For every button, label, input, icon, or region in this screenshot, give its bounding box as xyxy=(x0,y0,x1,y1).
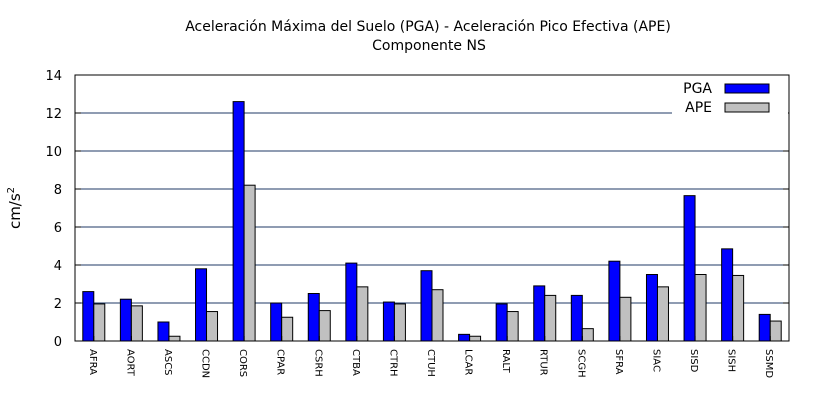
bar-ape-ccdn xyxy=(206,311,219,342)
legend: PGA APE xyxy=(672,76,788,118)
bar-pga-ctrh xyxy=(382,301,395,342)
bars xyxy=(82,101,782,342)
y-axis-label-exponent: 2 xyxy=(6,187,17,193)
bar-pga-cors xyxy=(232,101,245,342)
bar-ape-lcar xyxy=(469,335,482,342)
y-tick-label: 14 xyxy=(45,69,62,84)
y-tick-label: 10 xyxy=(45,145,62,160)
bar-ape-aort xyxy=(130,305,143,342)
bar-ape-csrh xyxy=(318,310,331,342)
x-tick-label: LCAR xyxy=(463,349,474,375)
bar-pga-ctba xyxy=(345,262,358,342)
x-tick-label: CPAR xyxy=(275,349,286,375)
bar-ape-siac xyxy=(656,286,669,342)
x-tick-label: CORS xyxy=(237,349,248,377)
bar-ape-scgh xyxy=(581,328,594,342)
x-tick-label: ASCS xyxy=(162,349,173,376)
x-tick-label: RTUR xyxy=(538,349,549,376)
bar-ape-afra xyxy=(93,303,106,342)
x-tick-label: SIAC xyxy=(650,349,661,372)
bar-pga-ctuh xyxy=(420,270,433,342)
bar-ape-ctrh xyxy=(393,303,406,342)
y-axis-label: cm/s2 xyxy=(6,187,24,229)
y-tick-label: 4 xyxy=(54,259,62,274)
bar-pga-afra xyxy=(82,291,95,342)
bar-pga-sisd xyxy=(683,195,696,342)
bar-pga-csrh xyxy=(307,293,320,342)
y-axis-ticks: 0 2 4 6 8 10 12 14 xyxy=(45,69,789,350)
x-tick-label: SCGH xyxy=(575,349,586,378)
y-tick-label: 0 xyxy=(54,335,62,350)
x-tick-label: CTRH xyxy=(387,349,398,377)
bar-ape-sisd xyxy=(694,274,707,342)
bar-pga-aort xyxy=(119,298,132,342)
x-tick-label: CTBA xyxy=(350,349,361,376)
bar-ape-rtur xyxy=(544,294,557,342)
bar-pga-ascs xyxy=(157,321,170,342)
bar-pga-ccdn xyxy=(195,268,208,342)
bar-pga-cpar xyxy=(270,302,283,342)
bar-ape-sish xyxy=(732,274,745,342)
legend-swatch-ape xyxy=(724,102,770,113)
y-tick-label: 12 xyxy=(45,107,62,122)
x-tick-label: SFRA xyxy=(613,349,624,375)
bar-pga-ssmd xyxy=(758,313,771,342)
bar-pga-sish xyxy=(721,248,734,342)
bar-ape-ctuh xyxy=(431,289,444,342)
bar-ape-cors xyxy=(243,184,256,342)
bar-pga-siac xyxy=(645,274,658,342)
bar-pga-scgh xyxy=(570,294,583,342)
x-tick-label: SISH xyxy=(726,349,737,372)
legend-swatch-pga xyxy=(724,83,770,94)
bar-pga-ralt xyxy=(495,303,508,342)
y-tick-label: 2 xyxy=(54,297,62,312)
bar-pga-rtur xyxy=(533,285,546,342)
x-axis-ticks: AFRA AORT ASCS CCDN CORS CPAR CSRH CTBA CTRH CTUH… xyxy=(87,336,774,378)
bar-ape-ascs xyxy=(168,335,181,342)
x-tick-label: CSRH xyxy=(312,349,323,377)
bar-pga-sfra xyxy=(608,260,621,342)
x-tick-label: SISD xyxy=(688,349,699,373)
x-tick-label: RALT xyxy=(500,349,511,374)
chart-title-line1: Aceleración Máxima del Suelo (PGA) - Ace… xyxy=(185,19,671,35)
bar-ape-sfra xyxy=(619,296,632,342)
chart-title-line2: Componente NS xyxy=(372,38,486,54)
bar-ape-ssmd xyxy=(769,320,782,342)
x-tick-label: AFRA xyxy=(87,349,98,375)
bar-ape-cpar xyxy=(281,316,294,342)
y-axis-label-base: cm/s xyxy=(6,193,24,229)
bar-ape-ralt xyxy=(506,311,519,342)
bar-pga-lcar xyxy=(458,333,471,342)
y-tick-label: 6 xyxy=(54,221,62,236)
x-tick-label: CCDN xyxy=(200,349,211,378)
x-tick-label: SSMD xyxy=(763,349,774,378)
gridlines xyxy=(75,112,789,304)
legend-label-pga: PGA xyxy=(683,81,712,97)
bar-ape-ctba xyxy=(356,286,369,342)
x-tick-label: CTUH xyxy=(425,349,436,377)
y-tick-label: 8 xyxy=(54,183,62,198)
legend-label-ape: APE xyxy=(685,100,712,116)
x-tick-label: AORT xyxy=(124,349,135,377)
